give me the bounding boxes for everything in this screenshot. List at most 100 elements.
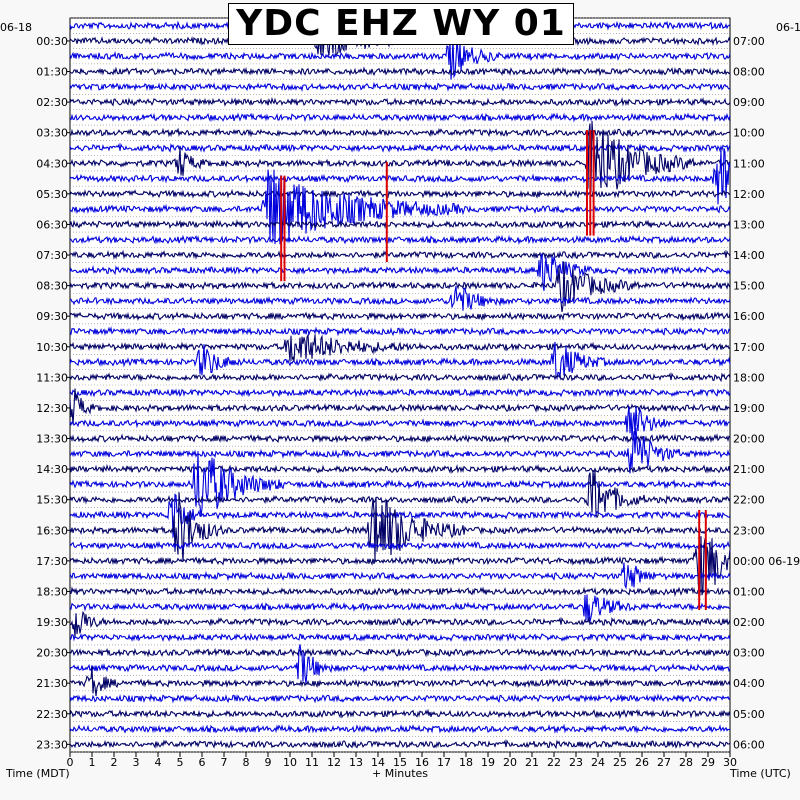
x-tick-label: 28 — [679, 756, 693, 769]
left-time-label: 18:30 — [36, 585, 68, 598]
trace-line — [69, 188, 731, 199]
right-time-label: 10:00 — [733, 127, 765, 140]
x-tick-label: 19 — [481, 756, 495, 769]
trace-line — [69, 148, 731, 205]
left-time-label: 23:30 — [36, 738, 68, 751]
clipped-signals — [280, 130, 707, 611]
right-time-label: 17:00 — [733, 341, 765, 354]
right-time-label: 09:00 — [733, 96, 765, 109]
trace-line — [69, 644, 731, 684]
right-time-label: 22:00 — [733, 494, 765, 507]
trace-line — [69, 253, 731, 291]
x-tick-label: 2 — [111, 756, 118, 769]
trace-line — [69, 492, 731, 562]
right-time-label: 00:00 06-19 — [733, 555, 800, 568]
trace-line — [69, 562, 731, 590]
x-tick-label: 4 — [155, 756, 162, 769]
x-tick-label: 14 — [371, 756, 385, 769]
right-axis-title: Time (UTC) — [729, 767, 791, 780]
x-tick-label: 7 — [221, 756, 228, 769]
x-tick-label: 11 — [305, 756, 319, 769]
right-time-label: 05:00 — [733, 708, 765, 721]
left-time-label: 04:30 — [36, 157, 68, 170]
trace-line — [69, 81, 731, 93]
trace-line — [69, 632, 731, 643]
trace-line — [69, 406, 730, 440]
trace-line — [69, 333, 731, 362]
right-time-label: 13:00 — [733, 218, 765, 231]
x-tick-label: 13 — [349, 756, 363, 769]
chart-title: YDC EHZ WY 01 — [236, 3, 566, 44]
left-time-label: 10:30 — [36, 341, 68, 354]
right-time-label: 12:00 — [733, 188, 765, 201]
trace-line — [69, 169, 731, 245]
x-tick-label: 15 — [393, 756, 407, 769]
right-time-label: 15:00 — [733, 280, 765, 293]
trace-line — [69, 286, 731, 311]
x-tick-label: 20 — [503, 756, 517, 769]
left-time-label: 09:30 — [36, 310, 68, 323]
x-tick-label: 22 — [547, 756, 561, 769]
x-tick-label: 23 — [569, 756, 583, 769]
right-time-label: 21:00 — [733, 463, 765, 476]
left-time-label: 12:30 — [36, 402, 68, 415]
x-tick-label: 3 — [133, 756, 140, 769]
trace-line — [69, 493, 731, 538]
x-tick-label: 26 — [635, 756, 649, 769]
trace-line — [69, 127, 731, 138]
right-time-label: 01:00 — [733, 585, 765, 598]
trace-line — [69, 388, 731, 425]
trace-line — [69, 708, 731, 720]
trace-line — [69, 120, 731, 193]
left-time-label: 15:30 — [36, 494, 68, 507]
left-time-label: 01:30 — [36, 66, 68, 79]
x-tick-label: 24 — [591, 756, 605, 769]
trace-line — [69, 96, 731, 107]
x-tick-label: 17 — [437, 756, 451, 769]
trace-line — [69, 586, 731, 597]
trace-line — [69, 739, 731, 750]
trace-line — [69, 249, 731, 260]
left-time-label: 06:30 — [36, 218, 68, 231]
left-time-label: 19:30 — [36, 616, 68, 629]
trace-line — [69, 451, 731, 517]
trace-line — [69, 540, 731, 551]
right-time-label: 16:00 — [733, 310, 765, 323]
title-box: YDC EHZ WY 01 — [228, 3, 574, 45]
trace-line — [69, 433, 731, 444]
trace-line — [69, 219, 731, 230]
trace-line — [69, 112, 731, 123]
trace-line — [69, 647, 731, 658]
trace-line — [69, 536, 731, 598]
left-time-label: 02:30 — [36, 96, 68, 109]
x-tick-label: 8 — [243, 756, 250, 769]
right-time-labels: 07:00 08:00 09:00 10:00 11:00 12:00 13:00 14:00… — [733, 35, 800, 751]
trace-line — [69, 666, 731, 696]
right-time-label: 18:00 — [733, 371, 765, 384]
trace-line — [69, 372, 731, 383]
right-time-label: 06:00 — [733, 738, 765, 751]
x-tick-label: 6 — [199, 756, 206, 769]
x-tick-label: 12 — [327, 756, 341, 769]
trace-line — [69, 234, 731, 245]
trace-line — [69, 693, 731, 704]
left-time-label: 00:30 — [36, 35, 68, 48]
x-tick-label: 18 — [459, 756, 473, 769]
trace-line — [69, 610, 731, 638]
date-left-label: 06-18 — [0, 21, 32, 34]
x-tick-label: 27 — [657, 756, 671, 769]
right-time-label: 19:00 — [733, 402, 765, 415]
left-time-label: 22:30 — [36, 708, 68, 721]
left-axis-title: Time (MDT) — [5, 767, 70, 780]
right-time-label: 23:00 — [733, 524, 765, 537]
trace-line — [69, 142, 731, 153]
seismic-traces — [69, 14, 731, 750]
x-tick-label: 25 — [613, 756, 627, 769]
trace-line — [69, 463, 731, 474]
trace-line — [69, 594, 731, 622]
left-time-label: 07:30 — [36, 249, 68, 262]
left-time-label: 08:30 — [36, 280, 68, 293]
left-time-labels: 00:30 01:30 02:30 03:30 04:30 05:30 06:30 07:30… — [36, 35, 70, 751]
trace-line — [69, 311, 731, 322]
